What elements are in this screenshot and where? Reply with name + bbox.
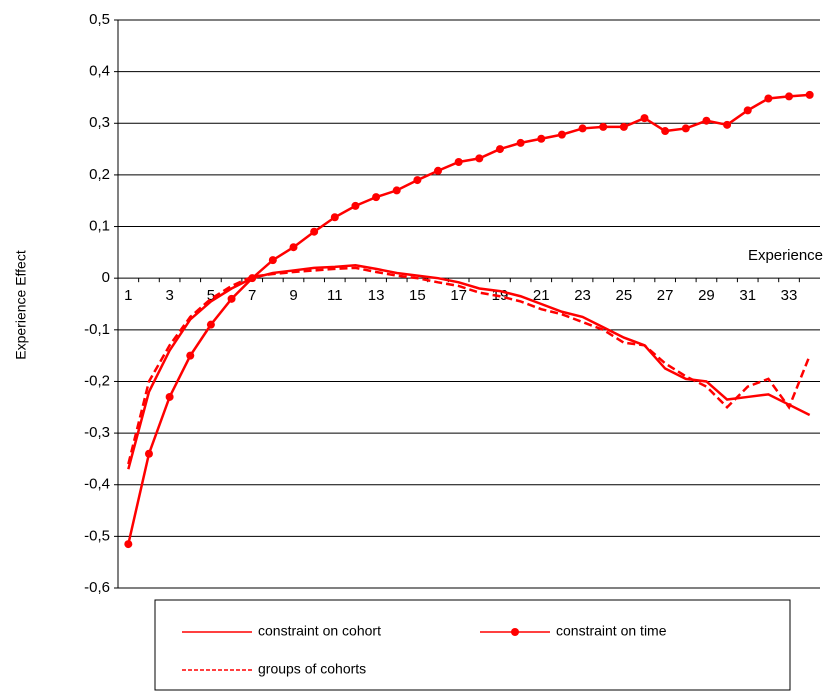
x-tick-label: 5 [207,287,215,304]
y-tick-label: 0,4 [89,63,110,80]
series-marker [785,92,794,101]
series-marker [599,122,608,131]
series-marker [413,176,422,185]
x-tick-label: 13 [368,287,385,304]
series-marker [124,540,133,549]
legend-label: constraint on cohort [258,623,381,639]
x-tick-label: 33 [781,287,798,304]
x-tick-label: 15 [409,287,426,304]
x-tick-label: 1 [124,287,132,304]
y-tick-label: -0,2 [84,372,110,389]
series-marker [805,90,814,99]
series-marker [681,124,690,133]
series-marker [392,186,401,195]
x-tick-label: 31 [739,287,756,304]
series-marker [557,130,566,139]
x-tick-label: 9 [289,287,297,304]
series-marker [351,201,360,210]
legend-box [154,599,791,691]
y-tick-label: 0,3 [89,114,110,131]
y-tick-label: -0,1 [84,321,110,338]
x-tick-label: 23 [574,287,591,304]
y-tick-label: 0,5 [89,11,110,28]
series-marker [268,256,277,265]
series-marker [372,193,381,202]
x-tick-label: 29 [698,287,715,304]
series-marker [434,166,443,175]
legend-label: constraint on time [556,623,667,639]
x-tick-label: 17 [450,287,467,304]
y-tick-label: -0,5 [84,527,110,544]
series-marker [289,243,298,252]
series-marker [227,294,236,303]
series-marker [723,120,732,129]
series-marker [186,351,195,360]
y-tick-label: -0,6 [84,579,110,596]
y-axis-label: Experience Effect [13,250,29,360]
x-tick-label: 25 [616,287,633,304]
series-marker [764,94,773,103]
series-marker [516,138,525,147]
series-marker [454,158,463,166]
x-tick-label: 11 [327,287,343,304]
x-tick-label: 3 [165,287,173,304]
series-marker [619,122,628,131]
series-marker [578,124,587,133]
series-marker [661,127,670,136]
y-tick-label: 0 [102,269,110,286]
legend-label: groups of cohorts [258,661,366,677]
series-marker [144,449,153,458]
y-tick-label: -0,4 [84,476,110,493]
series-line [127,93,810,545]
y-tick-label: 0,1 [89,218,110,235]
series-marker [495,145,504,154]
series-marker [640,114,649,123]
series-line [127,264,811,470]
series-marker [310,227,319,236]
series-marker [165,392,174,401]
y-tick-label: 0,2 [89,166,110,183]
legend-marker [511,628,519,636]
x-tick-label: 7 [248,287,256,304]
x-axis-label: Experience [748,247,823,264]
series-marker [537,134,546,143]
series-marker [330,213,339,222]
series-marker [743,106,752,115]
y-tick-label: -0,3 [84,424,110,441]
series-marker [475,154,484,163]
x-tick-label: 21 [533,287,550,304]
series-marker [206,320,215,329]
x-tick-label: 27 [657,287,674,304]
series-marker [702,116,711,125]
